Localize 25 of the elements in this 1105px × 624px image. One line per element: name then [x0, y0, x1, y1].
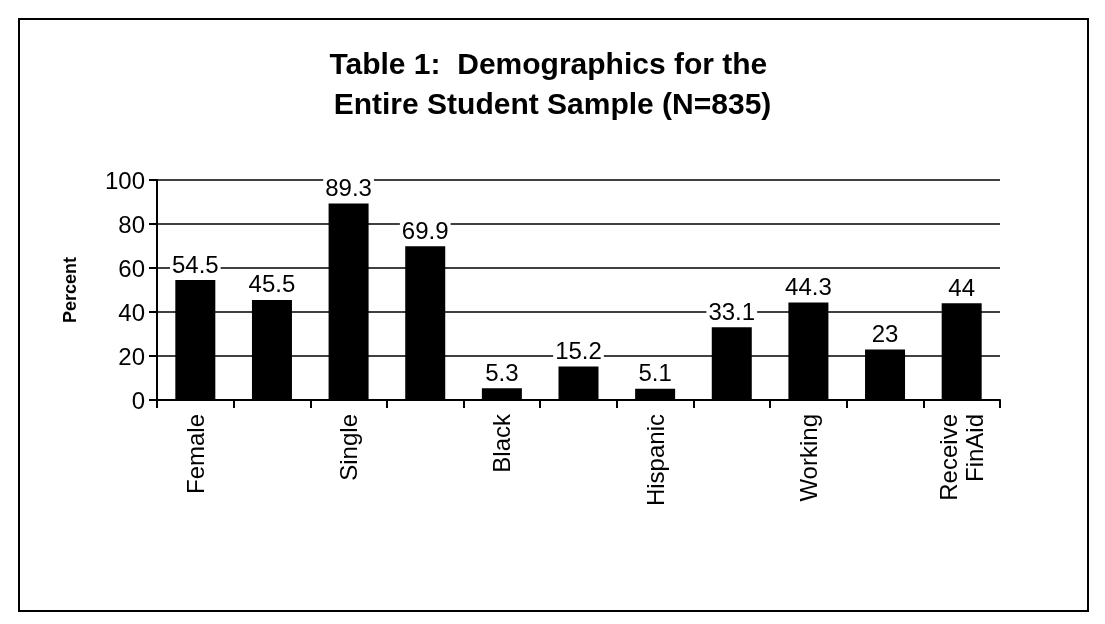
data-label: 44.3 [785, 273, 832, 301]
y-tick-label: 80 [118, 210, 145, 238]
x-tick-label: Working [794, 414, 822, 502]
data-label: 33.1 [708, 297, 756, 325]
data-label: 15.2 [555, 337, 602, 365]
y-tick-label: 40 [118, 298, 145, 326]
x-tick-label: Single [335, 414, 363, 481]
data-label: 5.3 [485, 358, 519, 386]
x-tick-label: Hispanic [641, 414, 669, 507]
data-label: 23 [871, 319, 899, 347]
data-label: 89.3 [325, 174, 372, 202]
y-tick-label: 0 [131, 386, 145, 414]
data-label: 5.1 [638, 359, 672, 387]
data-label: 54.5 [171, 250, 219, 278]
x-tick-label: Receive FinAid [935, 414, 989, 501]
y-tick-label: 60 [118, 254, 145, 282]
y-tick-label: 100 [104, 166, 145, 194]
data-label: 69.9 [401, 216, 449, 244]
x-tick-label: Black [488, 413, 516, 473]
data-label: 45.5 [248, 270, 296, 298]
chart-title: Table 1: Demographics for the Entire Student Sample (N=835) [329, 46, 776, 120]
y-tick-label: 20 [118, 342, 145, 370]
data-label: 44 [948, 273, 976, 301]
y-axis-title: Percent [60, 256, 80, 324]
x-tick-label: Female [181, 414, 209, 495]
